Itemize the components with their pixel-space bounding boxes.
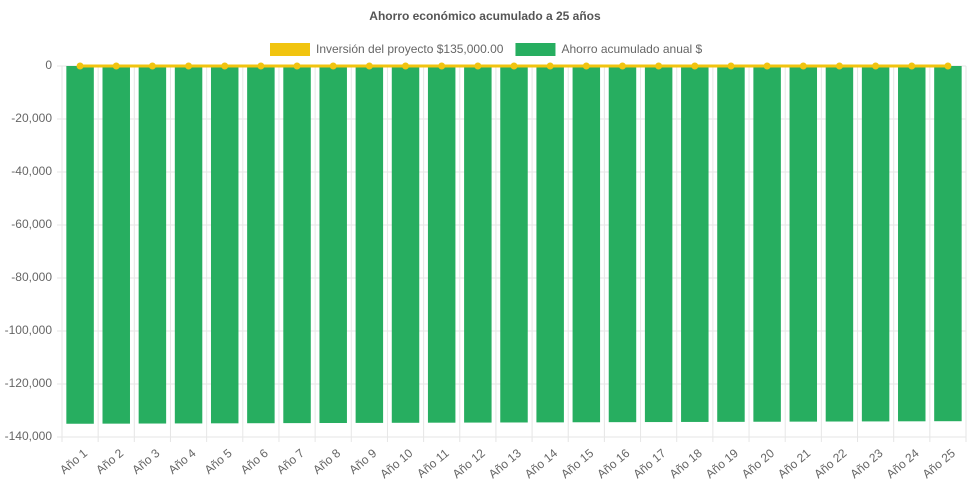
point xyxy=(582,62,590,70)
point xyxy=(402,62,410,70)
bar xyxy=(102,66,130,424)
point xyxy=(438,62,446,70)
point xyxy=(799,62,807,70)
legend-swatch xyxy=(270,43,310,56)
x-tick-label: Año 5 xyxy=(202,446,235,477)
x-tick-label: Año 16 xyxy=(594,446,632,481)
x-tick-label: Año 2 xyxy=(93,446,126,477)
y-tick-label: -80,000 xyxy=(11,270,52,284)
point xyxy=(835,62,843,70)
bar xyxy=(283,66,311,424)
point xyxy=(655,62,663,70)
y-tick-label: 0 xyxy=(45,58,52,72)
bar xyxy=(861,66,890,422)
point xyxy=(257,62,265,70)
point xyxy=(221,62,229,70)
point xyxy=(727,62,735,70)
x-tick-label: Año 11 xyxy=(414,446,452,481)
bar xyxy=(319,66,347,424)
x-tick-label: Año 18 xyxy=(667,446,705,481)
point xyxy=(365,62,373,70)
point xyxy=(185,62,193,70)
point xyxy=(76,62,84,70)
point xyxy=(510,62,518,70)
point xyxy=(293,62,301,70)
bar xyxy=(898,66,926,422)
bar xyxy=(66,66,94,424)
x-tick-label: Año 6 xyxy=(238,446,271,477)
legend-label: Inversión del proyecto $135,000.00 xyxy=(316,42,504,56)
x-tick-label: Año 10 xyxy=(377,446,415,481)
point xyxy=(546,62,554,70)
bar xyxy=(753,66,781,422)
x-tick-label: Año 1 xyxy=(57,446,90,477)
bar xyxy=(174,66,203,424)
chart-title: Ahorro económico acumulado a 25 años xyxy=(369,9,601,23)
x-tick-label: Año 22 xyxy=(811,446,849,481)
x-tick-label: Año 4 xyxy=(166,446,199,477)
bar xyxy=(247,66,275,424)
y-tick-label: -20,000 xyxy=(11,111,52,125)
point xyxy=(474,62,482,70)
bar xyxy=(500,66,528,423)
bar xyxy=(934,66,962,422)
bar xyxy=(138,66,167,424)
y-tick-label: -40,000 xyxy=(11,164,52,178)
x-tick-label: Año 15 xyxy=(558,446,596,481)
y-tick-label: -140,000 xyxy=(5,429,53,443)
bar xyxy=(536,66,564,423)
x-tick-label: Año 17 xyxy=(630,446,668,481)
point xyxy=(112,62,120,70)
x-tick-label: Año 9 xyxy=(346,446,379,477)
bar xyxy=(789,66,818,422)
point xyxy=(763,62,771,70)
point xyxy=(148,62,156,70)
bar xyxy=(464,66,492,423)
bar xyxy=(681,66,709,422)
x-tick-label: Año 13 xyxy=(486,446,524,481)
bar xyxy=(608,66,637,423)
bar xyxy=(210,66,239,424)
point xyxy=(944,62,952,70)
x-tick-label: Año 23 xyxy=(847,446,885,481)
bar xyxy=(427,66,456,423)
bar xyxy=(825,66,854,422)
x-tick-label: Año 19 xyxy=(703,446,741,481)
bar xyxy=(391,66,420,423)
x-tick-label: Año 24 xyxy=(884,446,922,481)
legend-label: Ahorro acumulado anual $ xyxy=(561,42,702,56)
point xyxy=(329,62,337,70)
y-tick-label: -120,000 xyxy=(5,376,53,390)
x-tick-label: Año 21 xyxy=(775,446,813,481)
x-tick-label: Año 14 xyxy=(522,446,560,481)
y-tick-label: -60,000 xyxy=(11,217,52,231)
x-tick-label: Año 25 xyxy=(920,446,958,481)
bar xyxy=(717,66,745,422)
x-tick-label: Año 3 xyxy=(129,446,162,477)
y-tick-label: -100,000 xyxy=(5,323,53,337)
legend-swatch xyxy=(515,43,556,56)
x-tick-label: Año 8 xyxy=(310,446,343,477)
x-tick-label: Año 7 xyxy=(274,446,307,477)
x-tick-label: Año 20 xyxy=(739,446,777,481)
x-tick-label: Año 12 xyxy=(450,446,488,481)
point xyxy=(691,62,699,70)
point xyxy=(908,62,916,70)
bar xyxy=(355,66,384,423)
point xyxy=(872,62,880,70)
bar xyxy=(644,66,673,423)
point xyxy=(618,62,626,70)
bar xyxy=(572,66,601,423)
